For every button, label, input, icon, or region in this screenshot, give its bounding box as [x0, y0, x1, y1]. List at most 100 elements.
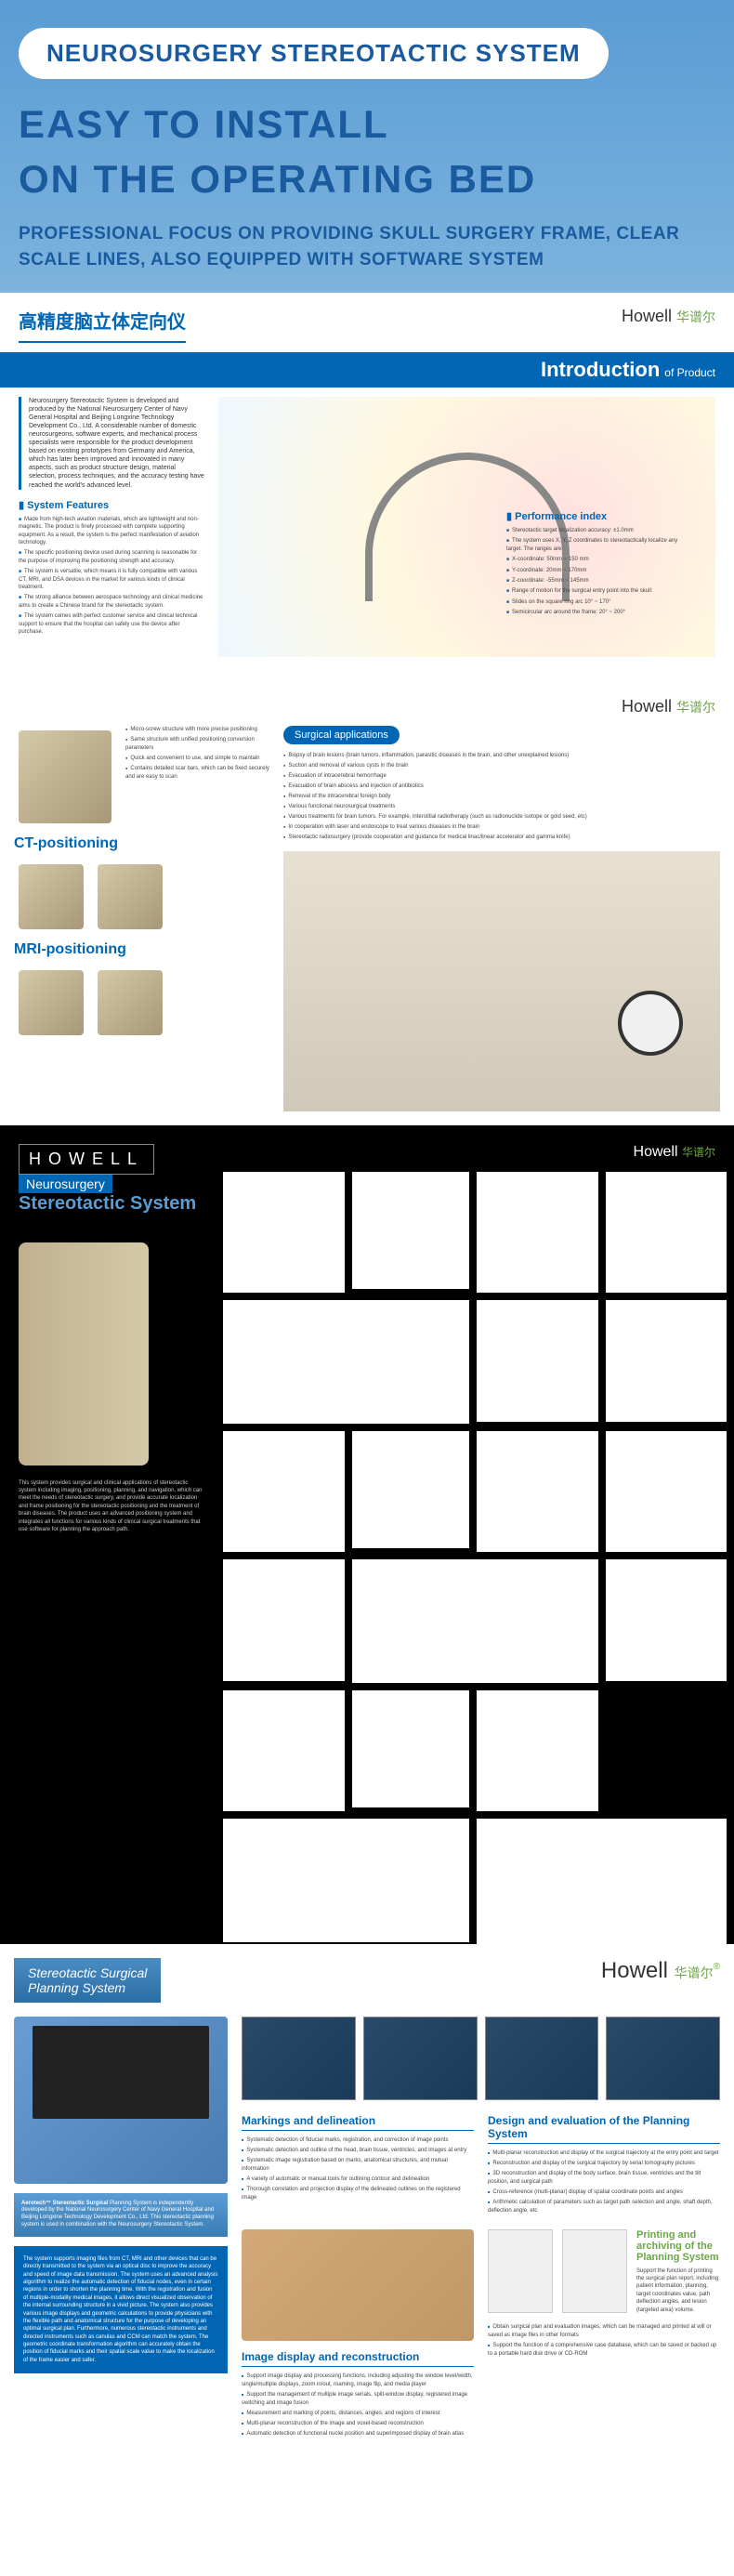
- list-item: Systematic image registration based on m…: [242, 2157, 474, 2174]
- perf-item: Z-coordinate: -55mm ~ 145mm: [506, 577, 692, 585]
- ct-label: CT-positioning: [14, 835, 274, 852]
- planning-section: Stereotactic Surgical Planning System Ho…: [0, 1944, 734, 2576]
- header-section: NEUROSURGERY STEREOTACTIC SYSTEM EASY TO…: [0, 0, 734, 293]
- component-image: [606, 1172, 727, 1294]
- list-item: Multi-planar reconstruction of the image…: [242, 2420, 474, 2428]
- device-image: ▮ Performance index Stereotactic target …: [218, 397, 715, 657]
- image-title: Image display and reconstruction: [242, 2350, 474, 2367]
- list-item: Multi-planar reconstruction and display …: [488, 2149, 720, 2158]
- list-item: Automatic detection of functional nuclei…: [242, 2430, 474, 2438]
- surgical-label: Surgical applications: [283, 726, 400, 744]
- screenshot-image: [242, 2017, 356, 2100]
- component-image: [352, 1690, 470, 1808]
- s5-row3: Image display and reconstruction Support…: [242, 2229, 720, 2452]
- component-image: [352, 1559, 598, 1683]
- print-title: Printing and archiving of the Planning S…: [636, 2229, 720, 2263]
- surgical-list: Biopsy of brain lesions (brain tumors, i…: [283, 752, 720, 842]
- component-image: [477, 1300, 598, 1422]
- s3-logo-row: Howell 华谱尔: [0, 697, 734, 726]
- performance-box: ▮ Performance index Stereotactic target …: [506, 510, 692, 620]
- s3-left-col: Micro-screw structure with more precise …: [14, 726, 274, 1111]
- scope-lens-icon: [618, 991, 683, 1056]
- design-col: Design and evaluation of the Planning Sy…: [488, 2114, 720, 2229]
- components-grid: [223, 1144, 715, 1925]
- blue-info-box: The system supports imaging files from C…: [14, 2246, 228, 2373]
- bracket-image: [98, 970, 163, 1035]
- list-item: Support image display and processing fun…: [242, 2372, 474, 2389]
- component-image: [606, 1431, 727, 1553]
- bracket-image: [19, 970, 84, 1035]
- print-images-row: Printing and archiving of the Planning S…: [488, 2229, 720, 2314]
- subtitle: PROFESSIONAL FOCUS ON PROVIDING SKULL SU…: [19, 221, 715, 274]
- main-title: EASY TO INSTALL ON THE OPERATING BED: [19, 98, 715, 207]
- list-item: Evacuation of intracerebral hemorrhage: [283, 772, 720, 781]
- intro-body: Neurosurgery Stereotactic System is deve…: [0, 388, 734, 666]
- print-image: [488, 2229, 553, 2313]
- list-item: Suction and removal of various cysts in …: [283, 762, 720, 770]
- perf-item: Y-coordinate: 20mm ~ 170mm: [506, 567, 692, 574]
- component-image: [223, 1172, 345, 1294]
- title-pill: NEUROSURGERY STEREOTACTIC SYSTEM: [19, 28, 609, 79]
- s4-description: This system provides surgical and clinic…: [19, 1479, 204, 1534]
- bracket-features: Micro-screw structure with more precise …: [125, 726, 274, 783]
- list-item: Arithmetic calculation of parameters suc…: [488, 2199, 720, 2215]
- s3-right-col: Surgical applications Biopsy of brain le…: [283, 726, 720, 1111]
- list-item: Evacuation of brain abscess and injectio…: [283, 782, 720, 791]
- aero-description: Aerotech™ Stereotactic Surgical Planning…: [14, 2193, 228, 2237]
- list-item: A variety of automatic or manual tools f…: [242, 2175, 474, 2184]
- list-item: Reconstruction and display of the surgic…: [488, 2160, 720, 2168]
- screenshot-row: [242, 2017, 720, 2100]
- hand-image: [242, 2229, 474, 2341]
- list-item: 3D reconstruction and display of the bod…: [488, 2170, 720, 2187]
- features-title: ▮ System Features: [19, 499, 204, 512]
- list-item: Obtain surgical plan and evaluation imag…: [488, 2323, 720, 2340]
- intro-paragraph: Neurosurgery Stereotactic System is deve…: [19, 397, 204, 490]
- chinese-title: 高精度脑立体定向仪: [19, 307, 186, 343]
- planning-title: Stereotactic Surgical Planning System: [14, 1958, 161, 2003]
- list-item: Same structure with unified positioning …: [125, 736, 274, 753]
- stereo-label: Stereotactic System: [19, 1193, 204, 1215]
- feature-item: Made from high-tech aviation materials, …: [19, 516, 204, 547]
- mri-label: MRI-positioning: [14, 941, 274, 958]
- title-line-2: ON THE OPERATING BED: [19, 152, 715, 207]
- printing-col: Printing and archiving of the Planning S…: [488, 2229, 720, 2452]
- image-display-col: Image display and reconstruction Support…: [242, 2229, 474, 2452]
- frame-image: [19, 1242, 149, 1465]
- howell-logo: Howell 华谱尔®: [601, 1958, 720, 1984]
- intro-suffix: of Product: [664, 366, 715, 379]
- howell-boxed: HOWELL: [19, 1144, 154, 1175]
- component-image: [606, 1559, 727, 1681]
- howell-logo: Howell 华谱尔: [622, 307, 715, 326]
- markings-title: Markings and delineation: [242, 2114, 474, 2131]
- list-item: Thorough correlation and projection disp…: [242, 2186, 474, 2202]
- screenshot-image: [363, 2017, 478, 2100]
- component-image: [223, 1431, 345, 1553]
- title-line-1: EASY TO INSTALL: [19, 98, 715, 152]
- list-item: Various functional neurosurgical treatme…: [283, 803, 720, 811]
- perf-item: Semicircular arc around the frame: 20° ~…: [506, 609, 692, 616]
- component-image: [352, 1172, 470, 1290]
- intro-section: 高精度脑立体定向仪 Howell 华谱尔 Introduction of Pro…: [0, 293, 734, 683]
- component-image: [477, 1690, 598, 1812]
- s4-left-col: HOWELL Neurosurgery Stereotactic System …: [19, 1144, 204, 1925]
- design-title: Design and evaluation of the Planning Sy…: [488, 2114, 720, 2144]
- perf-item: X-coordinate: 50mm ~ 150 mm: [506, 556, 692, 563]
- neuro-label: Neurosurgery: [19, 1175, 112, 1193]
- list-item: Measurement and marking of points, dista…: [242, 2410, 474, 2418]
- intro-bar: Introduction of Product: [0, 352, 734, 388]
- list-item: Contains detailed scar bars, which can b…: [125, 765, 274, 782]
- feature-item: The system is versatile, which means it …: [19, 568, 204, 591]
- s5-right-col: Markings and delineation Systematic dete…: [242, 2017, 720, 2452]
- list-item: Support the function of a comprehensive …: [488, 2342, 720, 2359]
- perf-item: Slides on the square ring arc 10° ~ 170°: [506, 598, 692, 606]
- bracket-image: [19, 730, 111, 823]
- feature-item: The system comes with perfect customer s…: [19, 612, 204, 636]
- design-list: Multi-planar reconstruction and display …: [488, 2149, 720, 2215]
- list-item: Support the management of multiple image…: [242, 2391, 474, 2408]
- markings-col: Markings and delineation Systematic dete…: [242, 2114, 474, 2229]
- intro-label: Introduction: [541, 358, 660, 382]
- perf-item: The system uses X, Y, Z coordinates to s…: [506, 537, 692, 553]
- perf-list: Stereotactic target localization accurac…: [506, 527, 692, 617]
- perf-item: Range of motion for the surgical entry p…: [506, 587, 692, 595]
- brand-name: Howell: [622, 307, 672, 325]
